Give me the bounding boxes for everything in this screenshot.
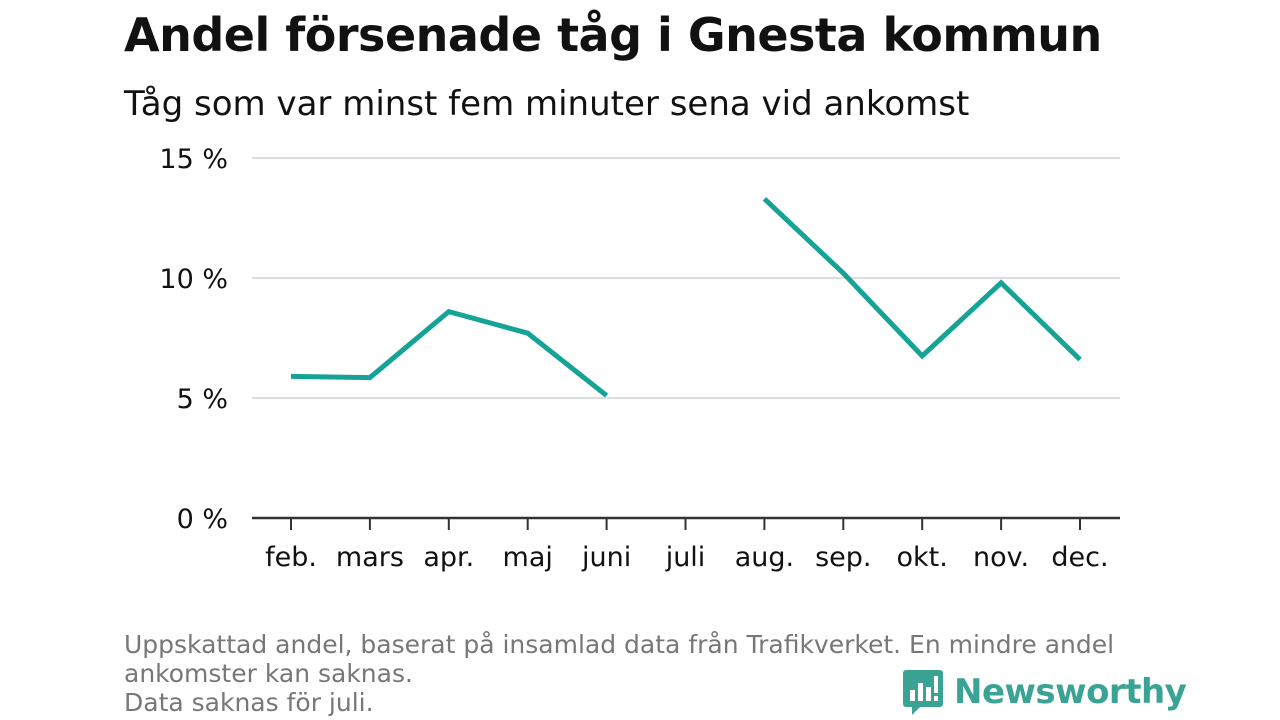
data-series [290, 196, 1082, 398]
y-tick-label: 0 % [177, 504, 228, 535]
x-tick-label: okt. [897, 542, 948, 573]
x-tick-label: nov. [973, 542, 1029, 573]
x-tick-label: feb. [265, 542, 317, 573]
line-chart: 0 % 5 % 10 % 15 % feb. mars apr. maj juni juli au… [159, 144, 1120, 573]
chart-title: Andel försenade tåg i Gnesta kommun [124, 8, 1102, 62]
x-tick-label: dec. [1051, 542, 1108, 573]
y-tick-label: 10 % [159, 264, 228, 295]
newsworthy-chart-bubble-icon [903, 670, 943, 715]
x-tick-label: juni [581, 542, 631, 573]
y-axis-tick-labels: 0 % 5 % 10 % 15 % [159, 144, 228, 535]
footnote-line-3: Data saknas för juli. [124, 688, 374, 717]
x-tick-label: juli [665, 542, 706, 573]
series-line [762, 196, 1082, 362]
brand-name: Newsworthy [954, 672, 1187, 712]
series-line [290, 308, 609, 398]
x-tick-label: aug. [735, 542, 794, 573]
x-tick-label: apr. [423, 542, 474, 573]
x-axis [252, 516, 1120, 530]
y-tick-label: 5 % [177, 384, 228, 415]
y-tick-label: 15 % [159, 144, 228, 175]
chart-subtitle: Tåg som var minst fem minuter sena vid a… [124, 84, 970, 124]
newsworthy-logo: Newsworthy [902, 668, 1187, 716]
x-axis-tick-labels: feb. mars apr. maj juni juli aug. sep. okt. nov. d… [265, 542, 1109, 573]
x-tick-label: mars [336, 542, 404, 573]
footnote-line-2: ankomster kan saknas. [124, 659, 413, 688]
x-tick-label: maj [503, 542, 553, 573]
chart-footnote: Uppskattad andel, baserat på insamlad da… [124, 630, 1164, 717]
x-tick-label: sep. [815, 542, 871, 573]
grid-lines [252, 157, 1120, 399]
footnote-line-1: Uppskattad andel, baserat på insamlad da… [124, 630, 1115, 659]
